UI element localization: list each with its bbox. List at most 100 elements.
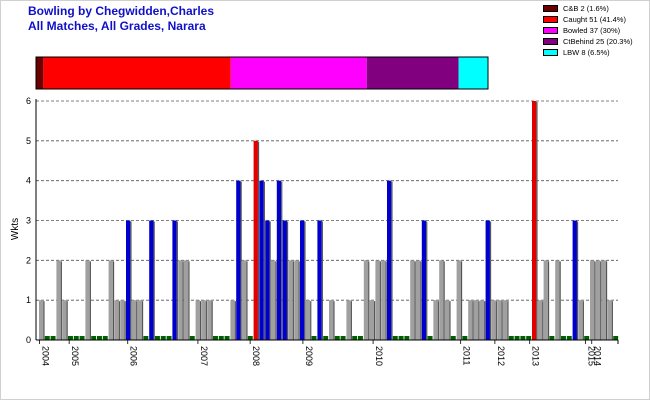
bar bbox=[439, 260, 444, 340]
bar bbox=[363, 260, 369, 340]
legend-item-ctbehind: CtBehind 25 (20.3%) bbox=[543, 36, 633, 47]
bar bbox=[300, 220, 305, 340]
bar-shadow bbox=[594, 261, 596, 340]
bar-shadow bbox=[542, 301, 544, 340]
x-tick-label: 2008 bbox=[251, 346, 261, 366]
bar bbox=[532, 101, 537, 340]
x-tick-label: 2014 bbox=[593, 346, 603, 366]
bar bbox=[137, 300, 142, 340]
bar bbox=[126, 220, 131, 340]
bar bbox=[195, 300, 200, 340]
bar bbox=[317, 220, 322, 340]
stacked-segment-cb bbox=[36, 57, 44, 89]
zero-marker bbox=[224, 336, 230, 340]
bar-shadow bbox=[182, 261, 184, 340]
legend-label-cb: C&B 2 (1.6%) bbox=[563, 4, 609, 13]
bar-shadow bbox=[426, 221, 428, 340]
zero-marker bbox=[508, 336, 514, 340]
zero-marker bbox=[73, 336, 79, 340]
y-tick-label: 0 bbox=[26, 335, 31, 345]
stacked-bar-border bbox=[35, 56, 489, 90]
bar-shadow bbox=[414, 261, 416, 340]
zero-marker bbox=[311, 336, 317, 340]
bar bbox=[282, 220, 287, 340]
zero-marker bbox=[50, 336, 56, 340]
x-tick-label: 2005 bbox=[70, 346, 80, 366]
bar-shadow bbox=[333, 301, 335, 340]
zero-marker bbox=[340, 336, 346, 340]
zero-marker bbox=[166, 336, 172, 340]
bar-shadow bbox=[136, 301, 138, 340]
zero-marker bbox=[520, 336, 526, 340]
zero-marker bbox=[97, 336, 102, 340]
bar-shadow bbox=[89, 261, 91, 340]
bar bbox=[178, 260, 183, 340]
bar-shadow bbox=[205, 301, 207, 340]
zero-marker bbox=[160, 336, 166, 340]
bar bbox=[595, 260, 601, 340]
bar bbox=[346, 300, 351, 340]
zero-marker bbox=[155, 336, 160, 340]
bar bbox=[85, 260, 90, 340]
bar-shadow bbox=[234, 301, 236, 340]
bar bbox=[485, 220, 490, 340]
bar-shadow bbox=[176, 221, 178, 340]
bar bbox=[236, 180, 241, 340]
zero-marker bbox=[213, 336, 218, 340]
bar bbox=[416, 260, 421, 340]
legend-label-ctbehind: CtBehind 25 (20.3%) bbox=[563, 37, 633, 46]
bar bbox=[410, 260, 415, 340]
bar bbox=[433, 300, 438, 340]
legend-swatch-caught bbox=[543, 16, 558, 23]
bar-shadow bbox=[298, 261, 300, 340]
zero-marker bbox=[398, 336, 404, 340]
bar bbox=[601, 260, 606, 340]
bar-shadow bbox=[373, 301, 376, 340]
legend-swatch-ctbehind bbox=[543, 38, 558, 45]
y-tick-label: 6 bbox=[26, 96, 31, 106]
bar-shadow bbox=[292, 261, 294, 340]
bar bbox=[56, 260, 61, 340]
bar-shadow bbox=[350, 301, 352, 340]
zero-marker bbox=[462, 336, 468, 340]
x-tick-label: 2007 bbox=[199, 346, 209, 366]
bar-shadow bbox=[379, 261, 381, 340]
bar-shadow bbox=[600, 261, 602, 340]
bar-shadow bbox=[211, 301, 213, 340]
y-tick-label: 4 bbox=[26, 176, 31, 186]
zero-marker bbox=[247, 336, 253, 340]
bar-shadow bbox=[281, 181, 283, 340]
stacked-segment-lbw bbox=[458, 57, 488, 89]
zero-marker bbox=[584, 336, 590, 340]
bar bbox=[114, 300, 119, 340]
legend-label-lbw: LBW 8 (6.5%) bbox=[563, 48, 610, 57]
bar-shadow bbox=[275, 261, 277, 340]
legend-item-cb: C&B 2 (1.6%) bbox=[543, 3, 633, 14]
bar bbox=[201, 300, 206, 340]
bar bbox=[305, 300, 311, 340]
bar-shadow bbox=[489, 221, 492, 340]
bar-shadow bbox=[478, 301, 480, 340]
chart-subtitle: All Matches, All Grades, Narara bbox=[28, 19, 206, 33]
zero-marker bbox=[334, 336, 340, 340]
bar-shadow bbox=[153, 221, 155, 340]
bar bbox=[590, 260, 595, 340]
bar-shadow bbox=[484, 301, 486, 340]
bar bbox=[456, 260, 461, 340]
y-tick-label: 1 bbox=[26, 295, 31, 305]
zero-marker bbox=[549, 336, 555, 340]
zero-marker bbox=[79, 336, 85, 340]
zero-marker bbox=[613, 336, 619, 340]
stacked-segment-caught bbox=[43, 57, 231, 89]
legend-swatch-lbw bbox=[543, 49, 558, 56]
bar-shadow bbox=[420, 261, 422, 340]
bar bbox=[381, 260, 386, 340]
bar bbox=[271, 260, 276, 340]
bar bbox=[265, 220, 270, 340]
legend: C&B 2 (1.6%) Caught 51 (41.4%) Bowled 37… bbox=[543, 3, 633, 58]
x-tick-label: 2013 bbox=[531, 346, 541, 366]
bar bbox=[474, 300, 479, 340]
bar-shadow bbox=[269, 221, 271, 340]
legend-label-caught: Caught 51 (41.4%) bbox=[563, 15, 626, 24]
bar bbox=[537, 300, 543, 340]
